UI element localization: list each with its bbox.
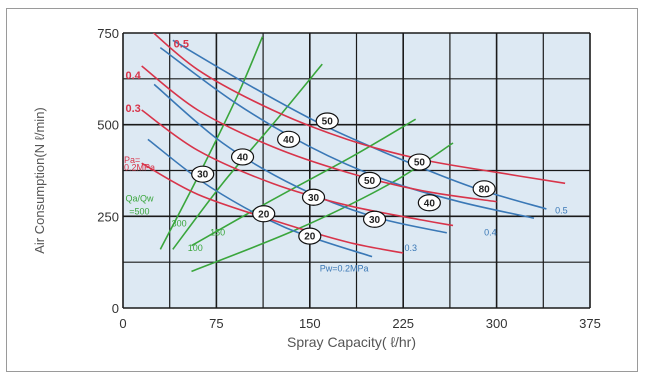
- oval-label-marker: [315, 112, 339, 130]
- oval-label-text: 20: [258, 209, 270, 220]
- y-tick-label: 0: [112, 301, 119, 316]
- x-tick-label: 375: [579, 316, 601, 331]
- oval-label-marker: [417, 194, 441, 212]
- green-qa-label-0: Qa/Qw: [125, 194, 154, 204]
- oval-label-text: 30: [197, 170, 209, 181]
- x-tick-label: 75: [209, 316, 223, 331]
- red-pa-label-0: Pa=: [124, 155, 140, 165]
- oval-label-text: 30: [369, 215, 381, 226]
- red-curve-2: [141, 109, 454, 227]
- oval-label-text: 20: [304, 232, 316, 243]
- oval-label-text: 50: [364, 176, 376, 187]
- red-curve-1: [141, 65, 497, 203]
- oval-label-marker: [357, 171, 382, 189]
- y-tick-label: 250: [97, 209, 119, 224]
- oval-label-marker: [191, 165, 215, 183]
- blue-pw-label: Pw=0.2MPa: [320, 263, 369, 273]
- blue-curve-1: [159, 47, 535, 219]
- red-label-1: 0.4: [125, 70, 141, 82]
- oval-label-marker: [407, 153, 431, 171]
- oval-label-text: 40: [424, 198, 436, 209]
- oval-label-marker: [252, 205, 276, 223]
- blue-curve-2: [153, 83, 447, 234]
- y-tick-label: 750: [97, 26, 119, 41]
- blue-label-1: 0.4: [484, 227, 497, 237]
- red-curve-0: [152, 33, 566, 185]
- oval-label-marker: [301, 188, 326, 206]
- x-tick-label: 225: [392, 316, 414, 331]
- oval-label-marker: [277, 130, 301, 148]
- y-tick-label: 500: [97, 118, 119, 133]
- oval-label-marker: [362, 210, 387, 228]
- green-curve-0: [159, 36, 264, 250]
- blue-curve-3: [147, 138, 373, 258]
- oval-label-text: 50: [322, 117, 334, 128]
- x-tick-label: 0: [119, 316, 126, 331]
- blue-label-0: 0.5: [555, 205, 568, 215]
- x-axis-title: Spray Capacity( ℓ/hr): [287, 334, 416, 350]
- oval-label-text: 80: [479, 184, 491, 195]
- y-axis-title: Air Consumption(N ℓ/min): [32, 107, 47, 254]
- oval-label-marker: [472, 180, 496, 198]
- oval-label-text: 30: [308, 193, 320, 204]
- red-pa-label-1: 0.2MPa: [124, 163, 155, 173]
- oval-label-text: 40: [283, 135, 295, 146]
- red-label-0: 0.5: [174, 39, 189, 51]
- red-label-2: 0.3: [125, 103, 140, 115]
- green-qa-label-1: =500: [129, 207, 149, 217]
- x-tick-label: 150: [299, 316, 321, 331]
- x-tick-label: 300: [486, 316, 508, 331]
- oval-label-text: 50: [414, 158, 426, 169]
- green-label-1: 300: [172, 219, 187, 229]
- red-curve-3: [141, 162, 404, 254]
- oval-label-text: 40: [237, 152, 249, 163]
- green-label-3: 100: [188, 243, 203, 253]
- green-label-2: 150: [210, 227, 225, 237]
- blue-label-2: 0.3: [404, 243, 417, 253]
- oval-label-marker: [230, 148, 255, 166]
- oval-label-marker: [298, 227, 322, 245]
- green-curve-2: [191, 118, 417, 247]
